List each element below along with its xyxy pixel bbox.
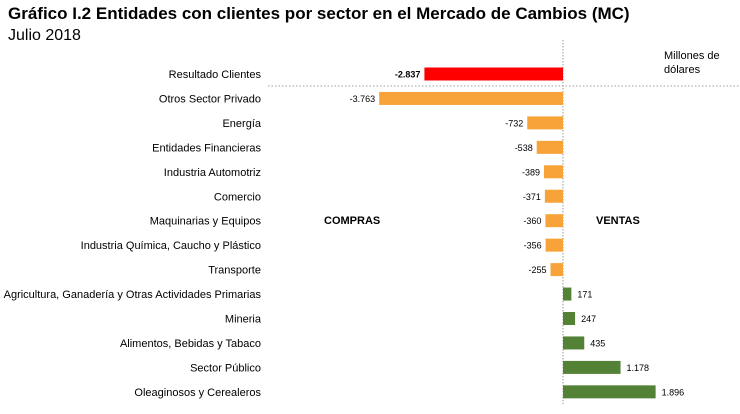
bar [527, 116, 563, 130]
bar [379, 91, 563, 105]
category-label: Entidades Financieras [152, 142, 261, 154]
category-label: Energía [222, 118, 261, 130]
bar [563, 336, 585, 350]
ventas-label: VENTAS [596, 215, 640, 227]
category-label: Otros Sector Privado [159, 93, 261, 105]
bar [550, 263, 563, 277]
category-label: Maquinarias y Equipos [150, 216, 262, 228]
value-label: -255 [529, 265, 547, 275]
category-label: Sector Público [190, 362, 261, 374]
bar [545, 238, 563, 252]
value-label: -2.837 [395, 70, 421, 80]
category-label: Resultado Clientes [169, 69, 262, 81]
chart-title: Gráfico I.2 Entidades con clientes por s… [8, 4, 630, 23]
category-label: Industria Automotriz [164, 167, 261, 179]
category-label: Industria Química, Caucho y Plástico [81, 240, 261, 252]
value-label: -389 [522, 167, 540, 177]
value-label: 435 [590, 338, 605, 348]
bar [563, 287, 572, 301]
category-label: Alimentos, Bebidas y Tabaco [120, 338, 261, 350]
value-label: 171 [577, 290, 592, 300]
bar [563, 385, 656, 399]
value-label: -371 [523, 192, 541, 202]
bar [543, 165, 563, 179]
category-label: Mineria [225, 314, 262, 326]
unit-label: Millones de dólares [664, 50, 720, 76]
compras-label: COMPRAS [324, 215, 381, 227]
bar [544, 189, 563, 203]
category-label: Oleaginosos y Cerealeros [134, 387, 261, 399]
bar [563, 360, 621, 374]
chart-subtitle: Julio 2018 [8, 27, 81, 44]
category-label: Transporte [208, 265, 261, 277]
bar [563, 312, 576, 325]
value-label: 1.178 [627, 363, 650, 373]
bar [424, 67, 563, 81]
value-label: -360 [523, 216, 541, 226]
category-label: Agricultura, Ganadería y Otras Actividad… [4, 289, 262, 301]
value-label: -3.763 [350, 94, 376, 104]
value-label: 247 [581, 314, 596, 324]
bar [545, 214, 563, 228]
bar [536, 140, 563, 154]
value-label: -356 [524, 241, 542, 251]
value-label: 1.896 [662, 387, 685, 397]
value-label: -732 [505, 118, 523, 128]
category-label: Comercio [214, 191, 261, 203]
value-label: -538 [515, 143, 533, 153]
